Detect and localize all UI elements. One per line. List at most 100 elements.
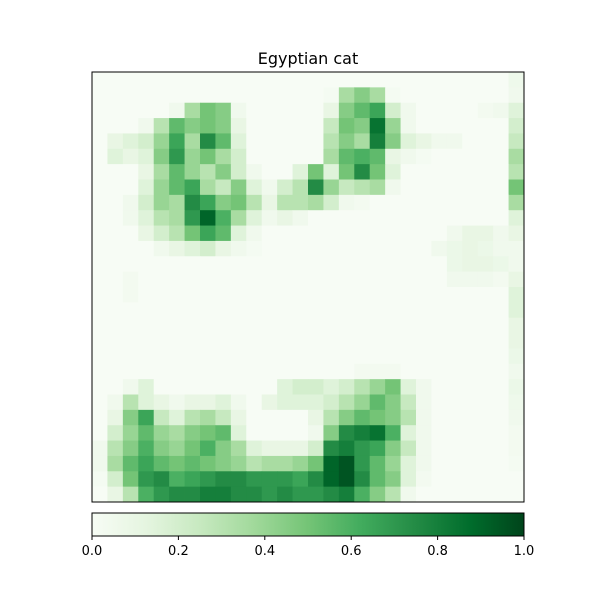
heatmap-cell	[385, 179, 401, 196]
heatmap-cell	[385, 271, 401, 288]
heatmap-cell	[323, 440, 340, 457]
heatmap-cell	[200, 440, 216, 457]
heatmap-cell	[416, 317, 432, 334]
heatmap-cell	[92, 425, 108, 441]
heatmap-cell	[323, 471, 340, 488]
heatmap-cell	[230, 102, 247, 119]
heatmap-cell	[184, 240, 201, 257]
heatmap-cell	[292, 287, 309, 303]
heatmap-cell	[508, 425, 525, 441]
heatmap-cell	[431, 148, 448, 165]
heatmap-cell	[338, 394, 355, 411]
heatmap-cell	[338, 471, 355, 488]
heatmap-cell	[385, 225, 401, 242]
heatmap-cell	[230, 118, 247, 134]
heatmap-cell	[153, 409, 170, 426]
heatmap-cell	[200, 72, 216, 88]
heatmap-cell	[246, 440, 263, 457]
heatmap-cell	[416, 179, 432, 196]
heatmap-cell	[200, 225, 216, 242]
heatmap-cell	[400, 225, 417, 242]
heatmap-cell	[153, 348, 170, 365]
heatmap-cell	[338, 379, 355, 395]
heatmap-cell	[338, 118, 355, 134]
heatmap-cell	[292, 87, 309, 104]
heatmap-cell	[462, 317, 479, 334]
heatmap-cell	[107, 256, 124, 273]
heatmap-cell	[184, 133, 201, 150]
heatmap-cell	[169, 164, 185, 180]
heatmap-cell	[277, 379, 293, 395]
heatmap-cell	[292, 133, 309, 150]
heatmap-cell	[107, 363, 124, 380]
heatmap-cell	[400, 148, 417, 165]
heatmap-cell	[169, 440, 185, 457]
heatmap-cell	[508, 455, 525, 472]
heatmap-cell	[400, 256, 417, 273]
heatmap-cell	[153, 164, 170, 180]
heatmap-cell	[153, 425, 170, 441]
heatmap-cell	[308, 148, 324, 165]
heatmap-cell	[508, 271, 525, 288]
heatmap-cell	[153, 225, 170, 242]
plot-frame	[91, 71, 525, 503]
heatmap-cell	[493, 317, 509, 334]
heatmap-cell	[200, 409, 216, 426]
heatmap-cell	[246, 118, 263, 134]
heatmap-cell	[107, 486, 124, 503]
heatmap-cell	[215, 317, 232, 334]
heatmap-cell	[338, 271, 355, 288]
heatmap-cell	[338, 240, 355, 257]
heatmap-cell	[92, 471, 108, 488]
heatmap-cell	[385, 317, 401, 334]
heatmap-cell	[184, 409, 201, 426]
heatmap-cell	[308, 72, 324, 88]
heatmap-cell	[200, 164, 216, 180]
heatmap-cell	[308, 440, 324, 457]
heatmap-cell	[292, 455, 309, 472]
heatmap-cell	[122, 271, 139, 288]
heatmap-cell	[261, 317, 278, 334]
heatmap-cell	[400, 133, 417, 150]
heatmap-cell	[323, 210, 340, 226]
heatmap-cell	[446, 256, 463, 273]
heatmap-cell	[169, 179, 185, 196]
heatmap-cell	[431, 287, 448, 303]
heatmap-cell	[246, 455, 263, 472]
heatmap-cell	[138, 240, 155, 257]
heatmap-cell	[400, 271, 417, 288]
heatmap-cell	[122, 455, 139, 472]
heatmap-cell	[277, 455, 293, 472]
heatmap-cell	[200, 148, 216, 165]
heatmap-cell	[338, 194, 355, 211]
heatmap-cell	[308, 164, 324, 180]
heatmap-cell	[138, 225, 155, 242]
heatmap-cell	[261, 72, 278, 88]
heatmap-cell	[385, 164, 401, 180]
heatmap-cell	[385, 348, 401, 365]
heatmap-cell	[92, 256, 108, 273]
heatmap-cell	[338, 102, 355, 119]
heatmap-cell	[200, 194, 216, 211]
heatmap-cell	[292, 148, 309, 165]
heatmap-cell	[138, 302, 155, 319]
heatmap-cell	[230, 333, 247, 349]
heatmap-cell	[92, 210, 108, 226]
heatmap-cell	[431, 363, 448, 380]
heatmap-cell	[138, 425, 155, 441]
heatmap-cell	[246, 317, 263, 334]
heatmap-cell	[138, 486, 155, 503]
heatmap-cell	[385, 409, 401, 426]
heatmap-cell	[462, 379, 479, 395]
heatmap-cell	[308, 240, 324, 257]
heatmap-cell	[200, 471, 216, 488]
heatmap-cell	[369, 363, 386, 380]
heatmap-cell	[493, 333, 509, 349]
heatmap-cell	[477, 302, 494, 319]
heatmap-cell	[138, 72, 155, 88]
heatmap-cell	[122, 486, 139, 503]
heatmap-cell	[308, 379, 324, 395]
heatmap-cell	[92, 409, 108, 426]
heatmap-cell	[246, 379, 263, 395]
heatmap-cell	[431, 471, 448, 488]
